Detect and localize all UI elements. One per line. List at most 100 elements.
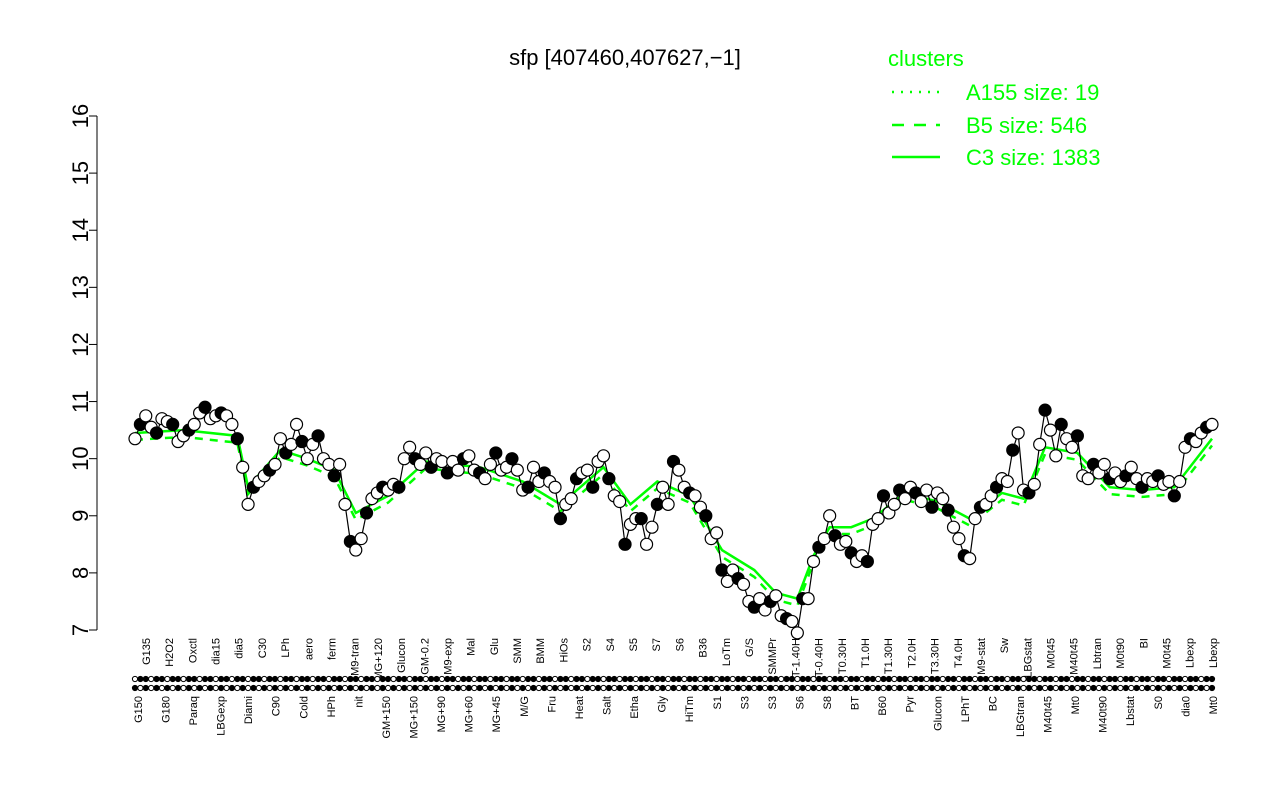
data-point <box>462 449 476 463</box>
x-tick-label: T1.0H <box>860 638 872 668</box>
data-point <box>295 434 309 449</box>
x-tick-marker <box>912 684 919 692</box>
x-tick-marker <box>675 684 682 692</box>
data-point <box>801 591 815 606</box>
x-tick-marker <box>1176 684 1183 692</box>
x-tick-label: G/S <box>744 638 756 657</box>
x-tick-marker <box>885 675 893 683</box>
data-point <box>333 457 347 471</box>
x-tick-label: Oxctl <box>187 638 199 663</box>
x-tick-marker <box>314 684 322 692</box>
x-tick-marker <box>966 675 973 683</box>
x-tick-marker <box>1020 684 1027 692</box>
x-tick-marker <box>659 675 666 683</box>
x-tick-marker <box>304 675 311 683</box>
x-tick-marker <box>492 684 499 692</box>
x-tick-marker <box>158 684 166 692</box>
x-tick-marker <box>621 675 629 683</box>
x-tick-marker <box>471 675 478 683</box>
x-tick-marker <box>745 675 752 683</box>
x-tick-marker <box>1165 675 1173 683</box>
x-tick-marker <box>374 675 381 683</box>
data-point <box>268 457 282 471</box>
x-tick-marker <box>1090 684 1097 692</box>
x-tick-marker <box>686 684 693 692</box>
x-tick-marker <box>821 675 828 683</box>
data-point <box>478 472 492 486</box>
x-tick-marker <box>1063 684 1070 692</box>
x-tick-marker <box>794 684 801 692</box>
x-tick-label: Salt <box>601 696 613 715</box>
x-tick-marker <box>1085 684 1092 692</box>
x-tick-marker <box>131 675 139 683</box>
x-tick-marker <box>406 684 413 692</box>
x-tick-marker <box>794 675 801 683</box>
x-tick-marker <box>185 675 192 683</box>
x-tick-marker <box>325 684 332 692</box>
x-tick-marker <box>1058 675 1065 683</box>
x-tick-marker <box>455 684 462 692</box>
x-tick-marker <box>901 684 909 692</box>
x-tick-marker <box>665 684 672 692</box>
x-tick-marker <box>654 684 661 692</box>
x-tick-marker <box>535 675 542 683</box>
x-tick-marker <box>1106 684 1113 692</box>
x-tick-marker <box>643 675 650 683</box>
x-tick-marker <box>955 675 963 683</box>
x-tick-marker <box>961 684 968 692</box>
x-tick-marker <box>805 684 812 692</box>
data-point <box>806 554 821 569</box>
x-tick-marker <box>503 684 510 692</box>
x-tick-marker <box>519 675 526 683</box>
x-tick-marker <box>390 675 397 683</box>
x-tick-marker <box>277 684 284 692</box>
data-point <box>284 437 298 451</box>
x-tick-marker <box>589 684 596 692</box>
x-tick-marker <box>320 684 327 692</box>
x-tick-marker <box>428 675 435 683</box>
data-point <box>639 537 654 551</box>
x-tick-marker <box>514 684 521 692</box>
data-point <box>963 552 977 566</box>
data-point <box>925 500 939 514</box>
data-point <box>553 512 568 526</box>
x-tick-marker <box>1149 684 1156 692</box>
x-tick-marker <box>411 684 419 692</box>
x-tick-marker <box>433 684 440 692</box>
x-tick-marker <box>1009 675 1016 683</box>
x-tick-marker <box>837 675 844 683</box>
x-tick-label: MG+150 <box>409 696 421 739</box>
x-tick-marker <box>250 675 257 683</box>
x-tick-label: Glucon <box>932 696 944 731</box>
x-tick-marker <box>939 675 946 683</box>
x-tick-marker <box>955 684 963 692</box>
x-tick-marker <box>589 675 596 683</box>
x-tick-marker <box>869 675 876 683</box>
x-tick-label: Lbexp <box>1185 638 1197 668</box>
x-tick-marker <box>891 684 898 692</box>
x-tick-marker <box>853 675 860 683</box>
x-tick-marker <box>525 684 532 692</box>
x-tick-label: GM+150 <box>381 696 393 739</box>
data-point <box>289 417 304 431</box>
x-tick-marker <box>336 684 343 692</box>
x-tick-marker <box>164 684 171 692</box>
x-tick-marker <box>998 675 1006 683</box>
x-tick-marker <box>740 675 747 683</box>
x-tick-label: Diami <box>243 696 255 724</box>
x-tick-marker <box>573 675 580 683</box>
y-tick-label: 13 <box>68 275 93 299</box>
x-tick-marker <box>460 675 467 683</box>
x-tick-marker <box>578 675 586 683</box>
x-tick-marker <box>907 684 914 692</box>
x-tick-marker <box>1160 675 1167 683</box>
x-tick-marker <box>1149 675 1156 683</box>
x-tick-label: B36 <box>698 638 710 658</box>
x-tick-marker <box>293 675 300 683</box>
x-tick-marker <box>875 684 882 692</box>
x-tick-marker <box>740 684 747 692</box>
data-point <box>1081 472 1095 486</box>
data-point <box>198 400 212 414</box>
x-tick-marker <box>503 675 510 683</box>
data-point <box>440 466 454 480</box>
